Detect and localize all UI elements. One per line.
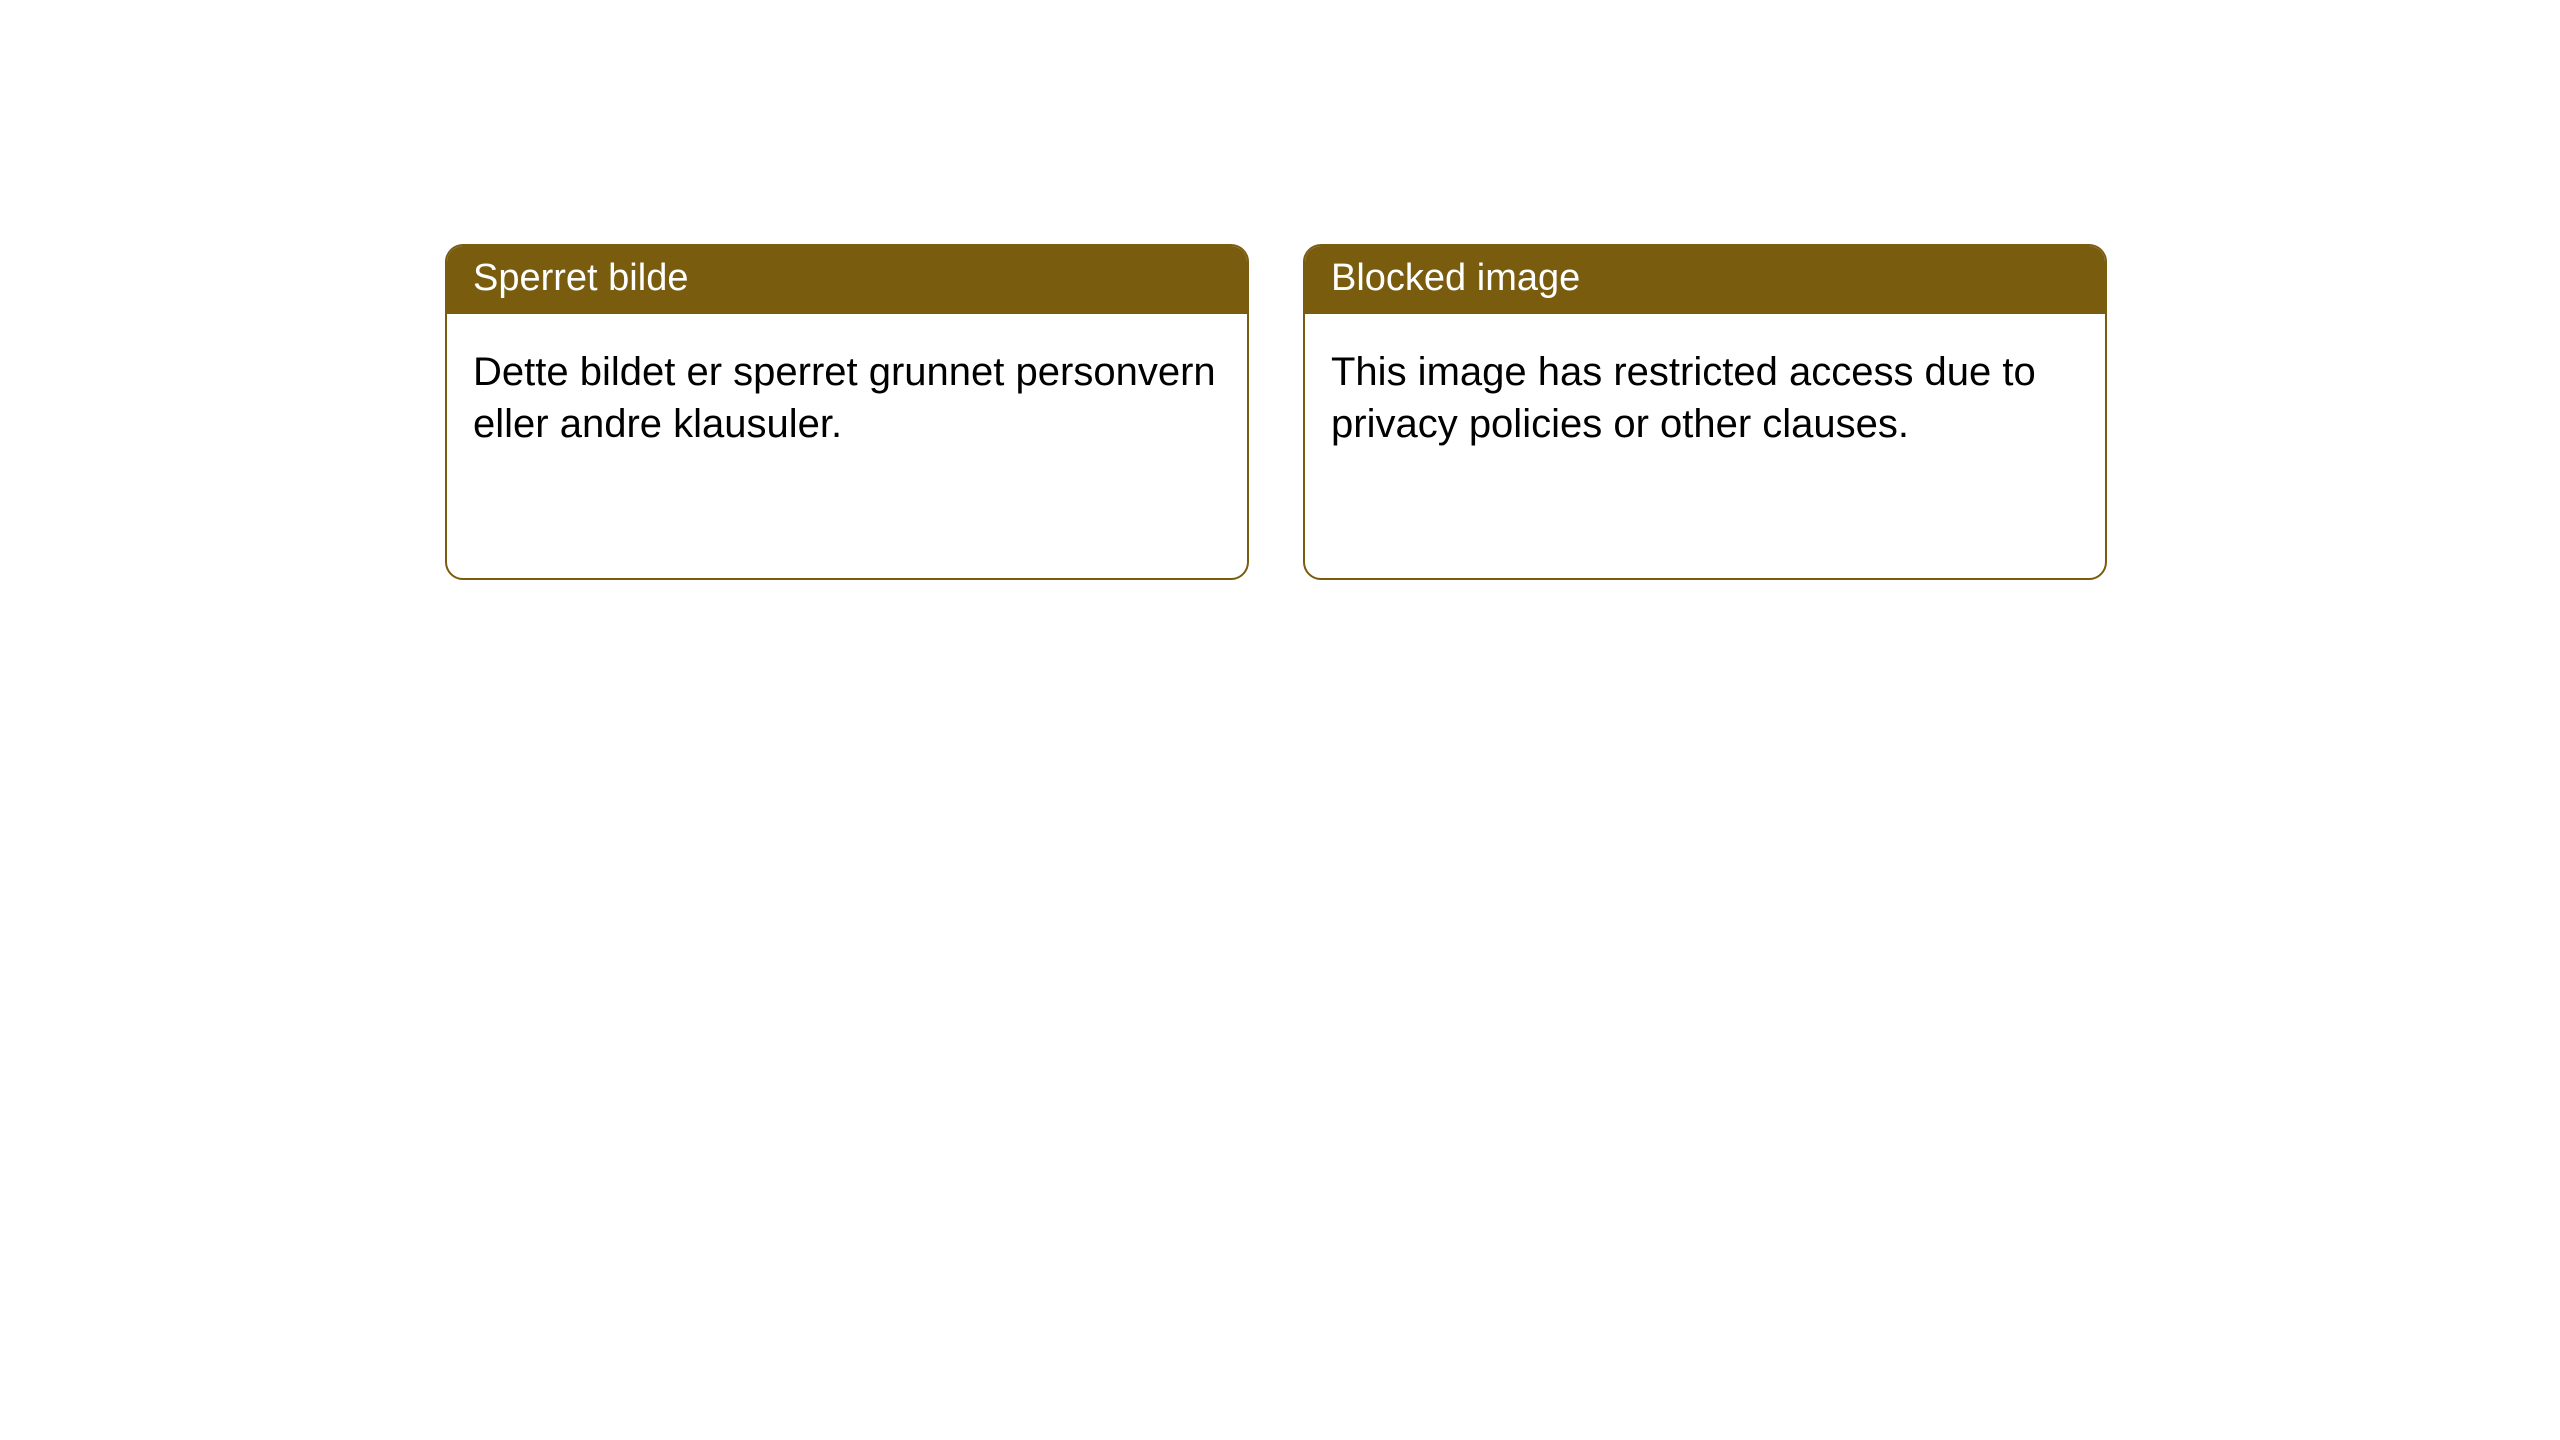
notice-header-en: Blocked image: [1305, 246, 2105, 314]
notice-container: Sperret bilde Dette bildet er sperret gr…: [0, 0, 2560, 580]
notice-card-no: Sperret bilde Dette bildet er sperret gr…: [445, 244, 1249, 580]
notice-card-en: Blocked image This image has restricted …: [1303, 244, 2107, 580]
notice-header-no: Sperret bilde: [447, 246, 1247, 314]
notice-body-en: This image has restricted access due to …: [1305, 314, 2105, 482]
notice-body-no: Dette bildet er sperret grunnet personve…: [447, 314, 1247, 482]
